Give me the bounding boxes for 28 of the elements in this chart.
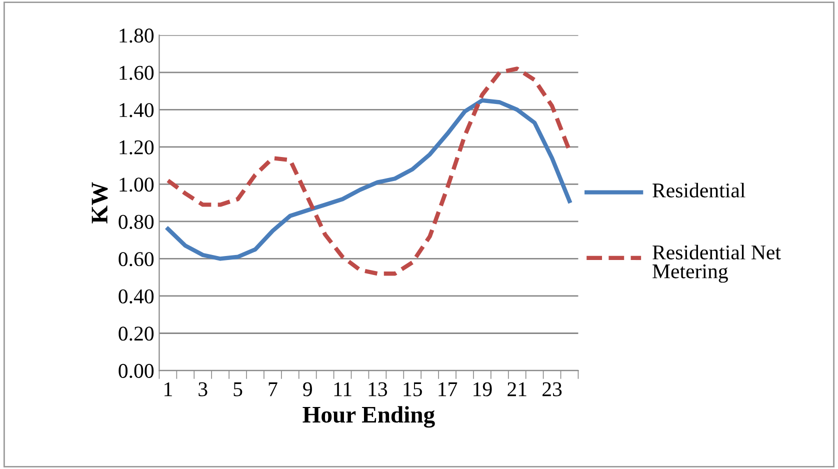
y-tick-label: 1.80: [120, 28, 154, 43]
y-tick-label: 0.40: [118, 289, 154, 304]
x-tick-label: 7: [268, 382, 278, 396]
line-series: [166, 66, 572, 276]
x-tick-label: 19: [474, 382, 492, 396]
x-tick-label: 23: [542, 382, 562, 396]
x-tick-label: 3: [198, 382, 208, 396]
x-tick-label: 9: [303, 382, 312, 396]
x-axis-title: Hour Ending: [302, 406, 435, 428]
legend-label: Residential Net Metering: [652, 244, 781, 283]
line-series: [166, 98, 572, 261]
y-tick-label: 0.60: [118, 252, 154, 266]
x-tick-label: 5: [234, 382, 242, 396]
y-tick-label: 0.80: [118, 214, 154, 229]
x-tick-label: 21: [508, 382, 526, 396]
y-tick-label: 0.00: [118, 364, 154, 378]
y-tick-label: 1.00: [120, 178, 154, 192]
x-tick-label: 17: [438, 382, 458, 396]
x-tick-label: 15: [404, 382, 422, 396]
y-tick-label: 1.40: [120, 103, 154, 118]
y-tick-label: 1.60: [120, 66, 154, 80]
y-axis-title: KW: [92, 182, 108, 224]
legend-label: Residential: [652, 182, 746, 198]
x-tick-label: 1: [164, 382, 172, 396]
x-tick-label: 11: [334, 382, 352, 396]
y-tick-label: 0.20: [118, 326, 154, 341]
y-tick-label: 1.20: [120, 140, 154, 154]
x-tick-label: 13: [368, 382, 388, 396]
